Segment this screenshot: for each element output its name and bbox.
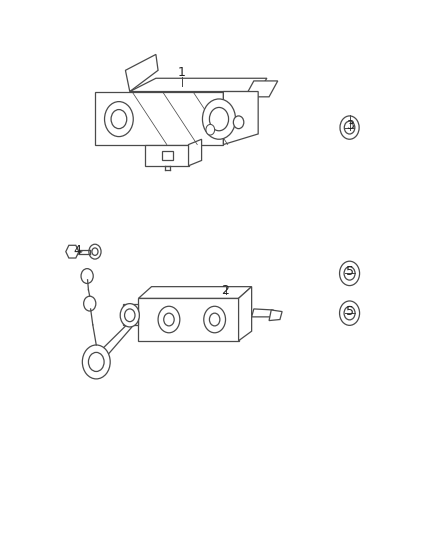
Circle shape — [340, 116, 359, 139]
Circle shape — [92, 248, 98, 255]
Text: 4: 4 — [74, 244, 81, 257]
Text: 3: 3 — [346, 119, 353, 133]
Text: 1: 1 — [178, 67, 186, 79]
Circle shape — [124, 309, 135, 321]
Text: 5: 5 — [346, 305, 353, 318]
Circle shape — [111, 110, 127, 128]
Circle shape — [209, 313, 220, 326]
Polygon shape — [138, 298, 239, 341]
Circle shape — [164, 313, 174, 326]
Polygon shape — [245, 81, 278, 97]
Polygon shape — [130, 78, 267, 92]
Circle shape — [344, 121, 355, 134]
Polygon shape — [145, 144, 188, 166]
Polygon shape — [269, 310, 282, 320]
Polygon shape — [188, 139, 201, 166]
Polygon shape — [162, 151, 173, 160]
Polygon shape — [95, 92, 223, 144]
Circle shape — [206, 124, 215, 135]
Polygon shape — [95, 325, 132, 363]
Circle shape — [84, 296, 96, 311]
Circle shape — [344, 266, 355, 280]
Circle shape — [339, 261, 360, 286]
Text: 5: 5 — [346, 265, 353, 278]
Circle shape — [339, 301, 360, 325]
Circle shape — [209, 108, 229, 131]
Circle shape — [344, 306, 355, 320]
Circle shape — [82, 345, 110, 379]
Circle shape — [120, 304, 139, 327]
Circle shape — [158, 306, 180, 333]
Polygon shape — [239, 287, 252, 341]
Polygon shape — [66, 245, 79, 258]
Circle shape — [88, 352, 104, 372]
Text: 2: 2 — [222, 284, 230, 297]
Polygon shape — [223, 92, 258, 144]
Circle shape — [233, 116, 244, 128]
Polygon shape — [138, 287, 252, 298]
Circle shape — [89, 244, 101, 259]
Polygon shape — [252, 309, 273, 317]
Circle shape — [105, 102, 133, 136]
Circle shape — [204, 306, 226, 333]
Polygon shape — [123, 304, 138, 325]
Circle shape — [81, 269, 93, 284]
Circle shape — [202, 99, 236, 139]
Polygon shape — [125, 54, 158, 92]
